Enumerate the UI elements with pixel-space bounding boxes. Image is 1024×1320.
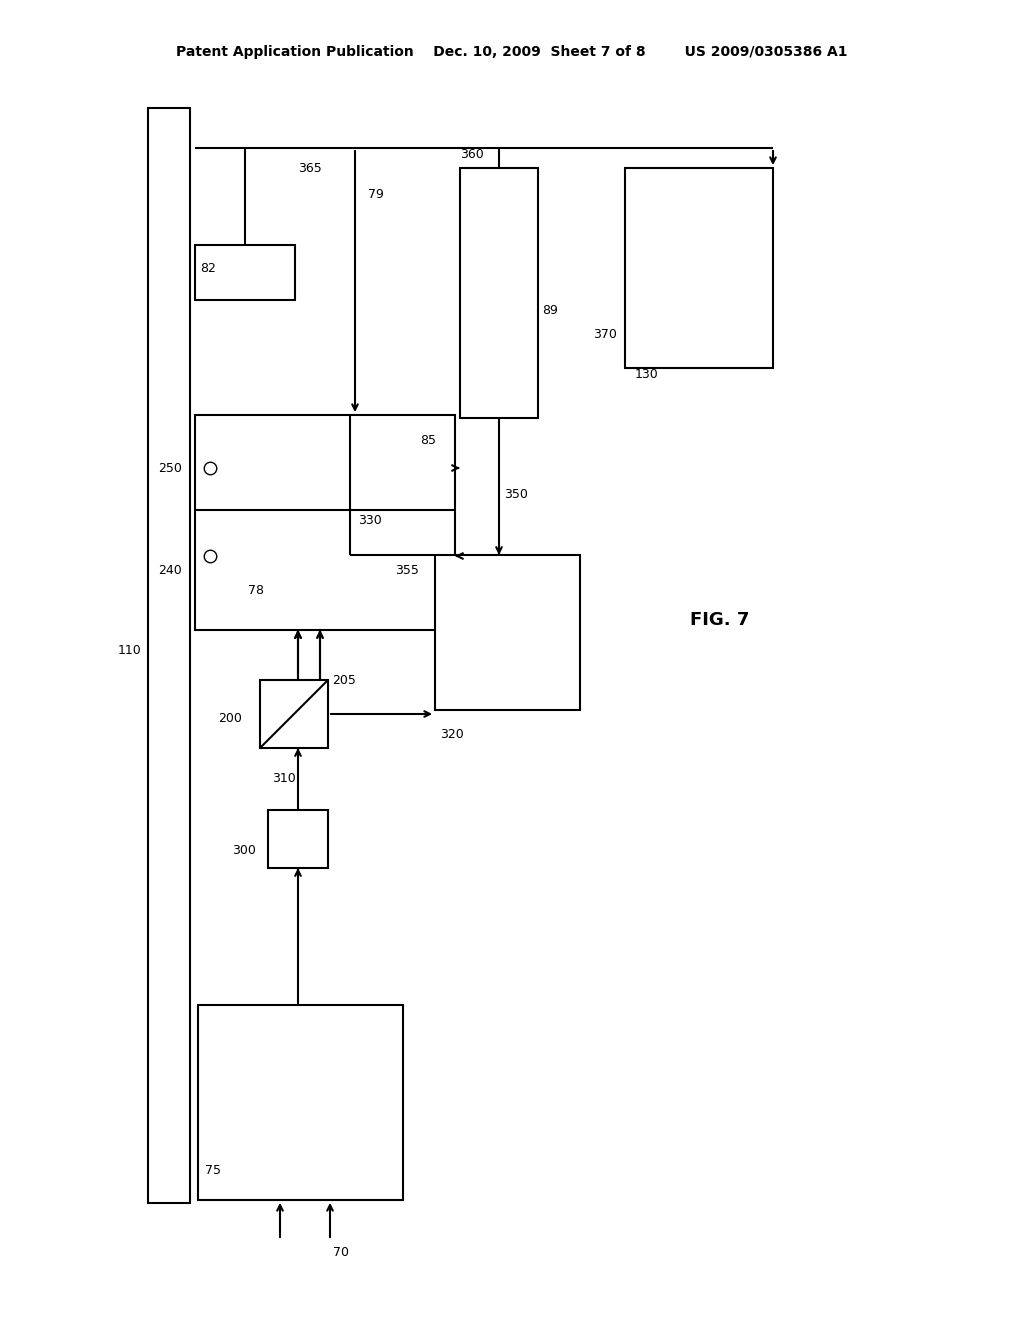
Text: 110: 110 [118, 644, 141, 656]
Text: 82: 82 [200, 261, 216, 275]
Text: 70: 70 [333, 1246, 349, 1258]
Bar [195, 414, 455, 630]
Bar [625, 168, 773, 368]
Text: 300: 300 [232, 843, 256, 857]
Text: Patent Application Publication    Dec. 10, 2009  Sheet 7 of 8        US 2009/030: Patent Application Publication Dec. 10, … [176, 45, 848, 59]
Bar [435, 554, 580, 710]
Text: 330: 330 [358, 513, 382, 527]
Text: 365: 365 [298, 161, 322, 174]
Text: 320: 320 [440, 729, 464, 742]
Bar [195, 246, 295, 300]
Text: 75: 75 [205, 1163, 221, 1176]
Text: 130: 130 [635, 368, 658, 381]
Text: 350: 350 [504, 488, 528, 502]
Bar [460, 168, 538, 418]
Text: 78: 78 [248, 583, 264, 597]
Text: 79: 79 [368, 189, 384, 202]
Text: 370: 370 [593, 329, 616, 342]
Bar [268, 810, 328, 869]
Text: 250: 250 [158, 462, 182, 474]
Text: 200: 200 [218, 711, 242, 725]
Text: 205: 205 [332, 673, 356, 686]
Text: FIG. 7: FIG. 7 [690, 611, 750, 630]
Text: 355: 355 [395, 564, 419, 577]
Text: 89: 89 [542, 304, 558, 317]
Bar [148, 108, 190, 1203]
Text: 240: 240 [158, 564, 181, 577]
Bar [260, 680, 328, 748]
Text: 310: 310 [272, 771, 296, 784]
Text: 360: 360 [460, 149, 483, 161]
Text: 85: 85 [420, 433, 436, 446]
Bar [198, 1005, 403, 1200]
